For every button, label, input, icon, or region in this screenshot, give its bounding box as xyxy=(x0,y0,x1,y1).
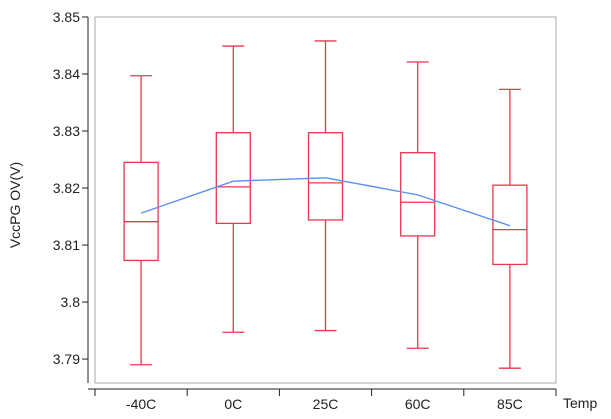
y-tick-label: 3.85 xyxy=(53,9,80,25)
y-tick-label: 3.79 xyxy=(53,351,80,367)
y-tick-label: 3.81 xyxy=(53,237,80,253)
y-tick-label: 3.8 xyxy=(61,294,81,310)
iqr-box xyxy=(492,184,528,266)
y-tick-label: 3.83 xyxy=(53,123,80,139)
x-tick-label: 85C xyxy=(497,396,523,412)
x-tick-label: 0C xyxy=(224,396,242,412)
y-axis-ticks: 3.79 3.8 3.81 3.82 3.83 3.84 3.85 xyxy=(53,9,88,367)
box-60C xyxy=(400,61,436,349)
x-tick-label: 60C xyxy=(405,396,431,412)
y-tick-label: 3.84 xyxy=(53,66,80,82)
x-axis-ticks: -40C 0C 25C 60C 85C xyxy=(94,389,557,412)
iqr-box xyxy=(400,152,436,237)
x-axis-title: Temp xyxy=(563,395,597,411)
box-0C xyxy=(215,45,251,333)
iqr-box xyxy=(307,132,344,221)
y-axis-title: VccPG OV(V) xyxy=(7,162,23,248)
y-tick-label: 3.82 xyxy=(53,180,80,196)
x-tick-label: 25C xyxy=(313,396,339,412)
x-tick-label: -40C xyxy=(126,396,156,412)
plot-frame xyxy=(94,16,557,384)
box-series xyxy=(123,40,528,369)
box--40C xyxy=(123,75,159,366)
mean-line xyxy=(140,177,511,227)
box-25C xyxy=(307,40,344,332)
box-85C xyxy=(492,88,528,369)
iqr-box xyxy=(123,161,159,262)
mean-line-series xyxy=(140,177,511,227)
iqr-box xyxy=(215,132,251,225)
